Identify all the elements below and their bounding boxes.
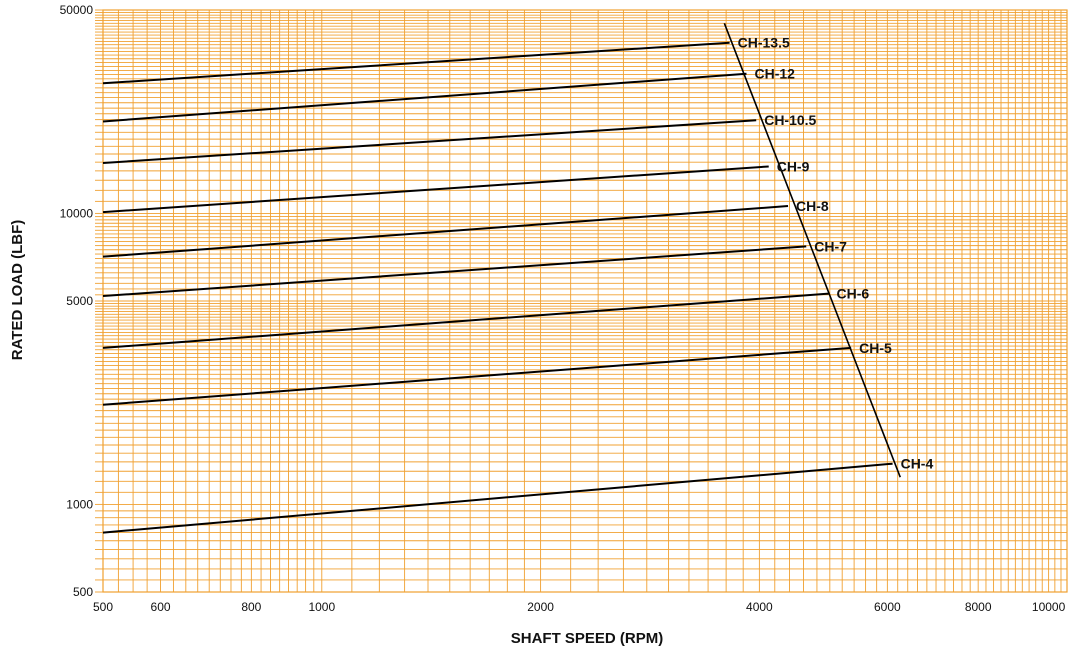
series-label: CH-4 [901, 456, 934, 472]
series-line-ch-9 [102, 165, 769, 214]
series-line-ch-5 [102, 346, 852, 406]
grid [95, 9, 1068, 593]
x-tick-label: 800 [241, 600, 261, 614]
x-tick-label: 8000 [965, 600, 992, 614]
y-tick-label: 10000 [60, 206, 94, 220]
series-labels: CH-13.5 CH-12 CH-10.5 CH-9 CH-8 CH-7 CH-6 CH-5 C… [738, 35, 934, 472]
series-label: CH-10.5 [764, 112, 816, 128]
x-tick-label: 10000 [1032, 600, 1066, 614]
series-label: CH-5 [859, 340, 892, 356]
x-tick-label: 2000 [527, 600, 554, 614]
x-tick-label: 1000 [308, 600, 335, 614]
series-line-ch-7 [102, 245, 807, 298]
series-line-ch-12 [102, 72, 747, 123]
x-tick-label: 6000 [874, 600, 901, 614]
series-label: CH-8 [796, 198, 829, 214]
x-tick-label: 4000 [746, 600, 773, 614]
series-line-ch-10.5 [102, 119, 757, 165]
tick-labels: 500 600 800 1000 2000 4000 6000 8000 10000 500 100… [60, 3, 1066, 614]
x-tick-label: 500 [93, 600, 113, 614]
y-axis-title: RATED LOAD (LBF) [9, 220, 26, 361]
plot-lines [102, 23, 901, 534]
series-line-ch-13.5 [102, 41, 730, 85]
y-tick-label: 1000 [66, 497, 93, 511]
series-label: CH-6 [837, 286, 870, 302]
series-label: CH-9 [777, 158, 810, 174]
x-tick-label: 600 [151, 600, 171, 614]
series-label: CH-7 [814, 238, 847, 254]
y-tick-label: 500 [73, 585, 93, 599]
y-tick-label: 5000 [66, 294, 93, 308]
plot-frame [102, 9, 1068, 593]
series-line-ch-4 [102, 462, 893, 534]
series-label: CH-13.5 [738, 35, 790, 51]
series-line-ch-6 [102, 292, 829, 349]
x-axis-title: SHAFT SPEED (RPM) [511, 630, 664, 647]
series-line-ch-8 [102, 205, 789, 258]
speed-limit-line [723, 23, 901, 478]
y-tick-label: 50000 [60, 3, 94, 17]
series-label: CH-12 [754, 66, 795, 82]
